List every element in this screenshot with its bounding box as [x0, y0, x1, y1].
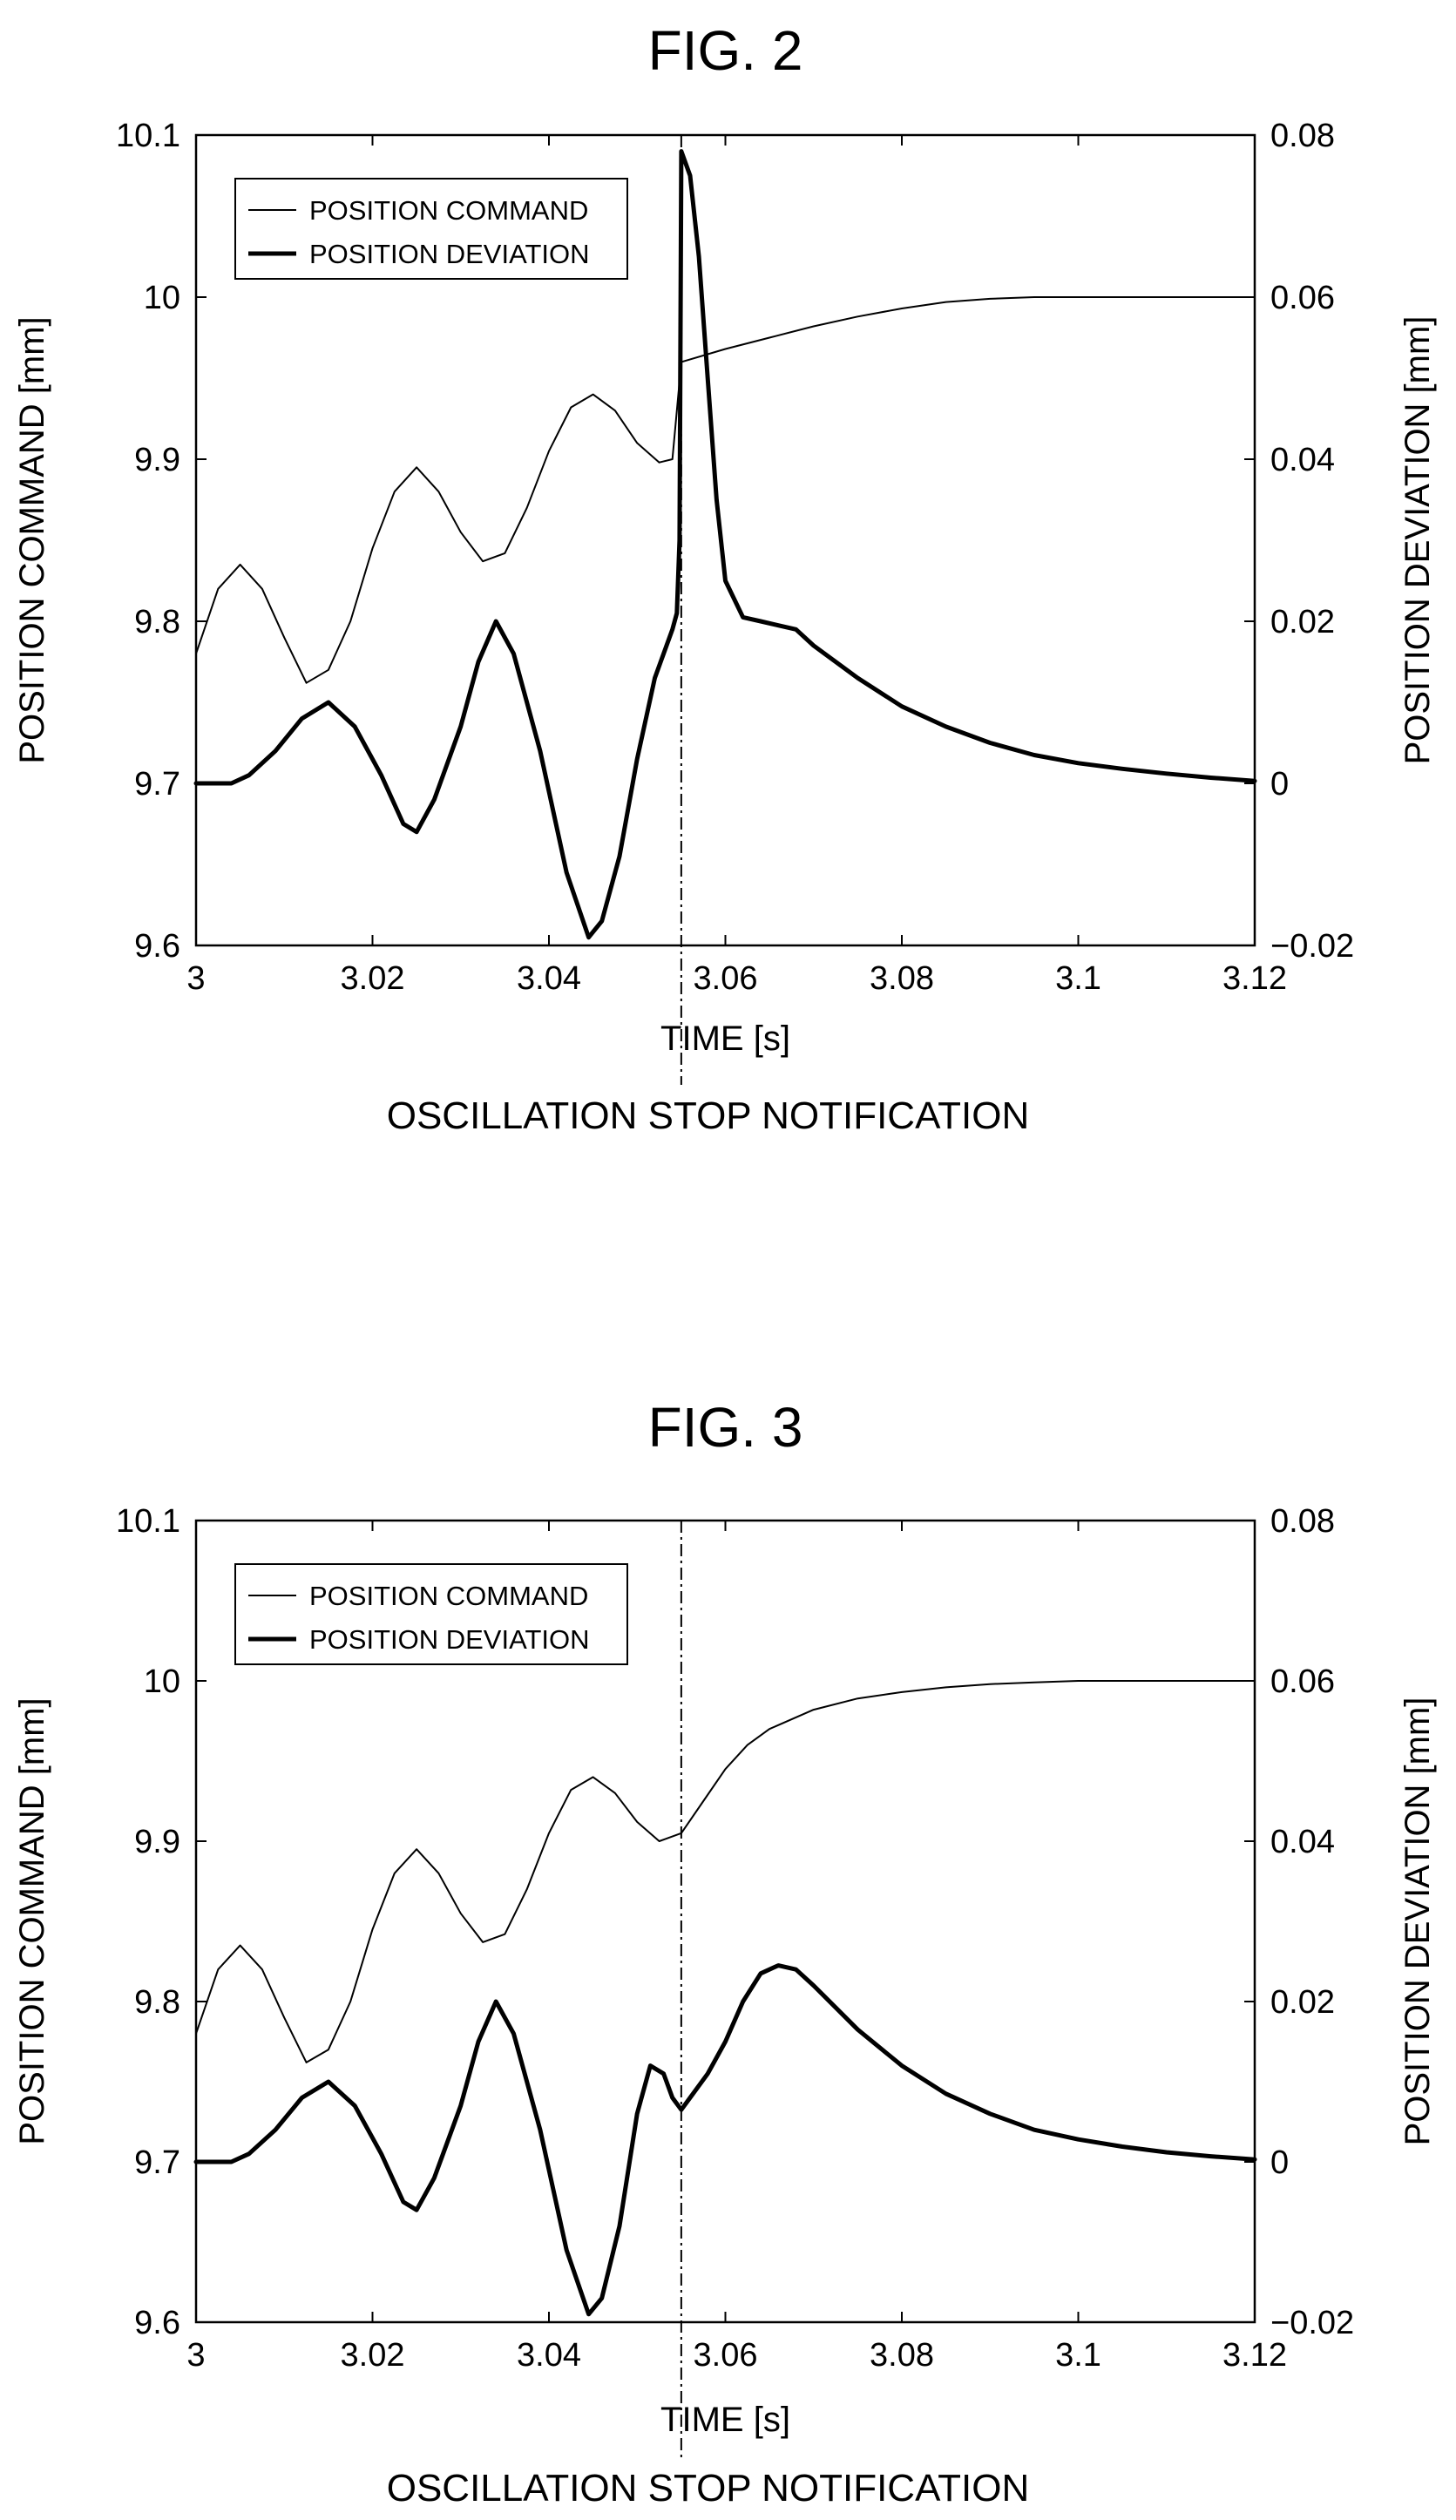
series-line-position-command — [195, 296, 1256, 684]
legend-box — [234, 1563, 628, 1665]
figure-title: FIG. 3 — [648, 1396, 803, 1459]
legend-label-position-command: POSITION COMMAND — [309, 195, 588, 226]
x-tick-label: 3 — [186, 2337, 205, 2374]
y2-axis-label: POSITION DEVIATION [mm] — [1398, 316, 1437, 765]
x-tick-label: 3.08 — [870, 2337, 934, 2374]
y2-tick-label: 0.08 — [1270, 1503, 1335, 1540]
y2-tick-label: 0.02 — [1270, 1984, 1335, 2021]
y2-tick-label: 0 — [1270, 2144, 1289, 2181]
oscillation-stop-annotation: OSCILLATION STOP NOTIFICATION — [387, 2467, 1030, 2510]
y-tick-label: 10 — [144, 280, 180, 316]
legend-box — [234, 178, 628, 280]
x-tick-label: 3.12 — [1222, 2337, 1287, 2374]
y-tick-label: 9.9 — [134, 1824, 180, 1860]
series-line-position-deviation — [193, 149, 1257, 940]
y-tick-label: 9.7 — [134, 2144, 180, 2181]
x-tick-label: 3.1 — [1055, 2337, 1101, 2374]
y2-tick-label: 0 — [1270, 766, 1289, 803]
x-tick-label: 3.06 — [694, 960, 758, 997]
y2-tick-label: −0.02 — [1270, 928, 1354, 965]
legend-label-position-deviation: POSITION DEVIATION — [309, 1624, 590, 1655]
y2-tick-label: 0.04 — [1270, 442, 1335, 478]
x-tick-label: 3 — [186, 960, 205, 997]
figure-3: FIG. 3 3 3.02 3.04 3.06 3.08 3.1 3.12 9.6 9.7 9.8 9… — [13, 1396, 1437, 2510]
y2-tick-label: 0.06 — [1270, 1663, 1335, 1700]
oscillation-stop-annotation: OSCILLATION STOP NOTIFICATION — [387, 1094, 1030, 1137]
series-line-position-deviation — [193, 1963, 1257, 2317]
x-tick-label: 3.02 — [341, 960, 405, 997]
x-tick-label: 3.12 — [1222, 960, 1287, 997]
x-tick-label: 3.04 — [517, 2337, 581, 2374]
x-axis-label: TIME [s] — [660, 2401, 790, 2439]
x-tick-label: 3.02 — [341, 2337, 405, 2374]
y-tick-label: 10.1 — [116, 118, 180, 154]
y-tick-label: 9.8 — [134, 604, 180, 640]
y-tick-label: 9.6 — [134, 2305, 180, 2341]
y2-tick-label: 0.02 — [1270, 604, 1335, 640]
legend-label-position-command: POSITION COMMAND — [309, 1581, 588, 1611]
y2-tick-label: 0.06 — [1270, 280, 1335, 316]
y-tick-label: 10.1 — [116, 1503, 180, 1540]
x-tick-label: 3.04 — [517, 960, 581, 997]
x-tick-label: 3.08 — [870, 960, 934, 997]
y-axis-label: POSITION COMMAND [mm] — [13, 1697, 51, 2144]
y2-axis-label: POSITION DEVIATION [mm] — [1398, 1697, 1437, 2146]
y-tick-label: 9.9 — [134, 442, 180, 478]
series-line-position-command — [195, 1680, 1256, 2063]
y2-tick-label: −0.02 — [1270, 2305, 1354, 2341]
y2-tick-label: 0.04 — [1270, 1824, 1335, 1860]
y-axis-label: POSITION COMMAND [mm] — [13, 316, 51, 763]
y-tick-label: 10 — [144, 1663, 180, 1700]
figure-title: FIG. 2 — [648, 19, 803, 82]
x-tick-label: 3.06 — [694, 2337, 758, 2374]
x-tick-label: 3.1 — [1055, 960, 1101, 997]
x-axis-label: TIME [s] — [660, 1020, 790, 1058]
legend-label-position-deviation: POSITION DEVIATION — [309, 239, 590, 269]
figure-2: FIG. 2 3 3.02 3.04 3.06 3.08 3.1 3.12 9.6 9.7 9.8 9… — [13, 19, 1437, 1137]
y-tick-label: 9.7 — [134, 766, 180, 803]
y2-tick-label: 0.08 — [1270, 118, 1335, 154]
y-tick-label: 9.8 — [134, 1984, 180, 2021]
y-tick-label: 9.6 — [134, 928, 180, 965]
